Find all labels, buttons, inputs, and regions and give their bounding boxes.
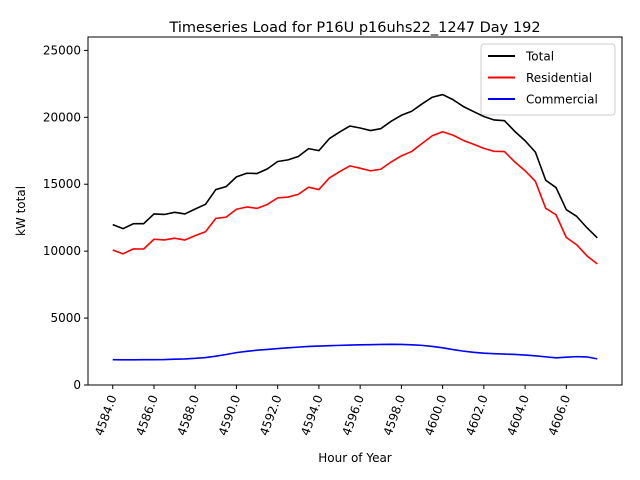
y-tick-label: 5000 [50, 311, 81, 325]
legend: Total Residential Commercial [480, 43, 616, 116]
plot-area [112, 93, 598, 361]
y-axis-label: kW total [14, 186, 28, 236]
series-line-total [112, 93, 598, 239]
series-line-residential [112, 130, 598, 265]
y-axis: 0 5000 10000 15000 20000 25000 [43, 43, 88, 392]
y-tick-label: 10000 [43, 244, 81, 258]
y-tick-label: 25000 [43, 43, 81, 57]
chart-title: Timeseries Load for P16U p16uhs22_1247 D… [168, 20, 540, 36]
y-tick-label: 20000 [43, 110, 81, 124]
series-line-commercial [112, 343, 598, 361]
legend-label-residential: Residential [526, 71, 592, 85]
x-axis-label: Hour of Year [318, 451, 392, 465]
y-tick-label: 0 [73, 378, 81, 392]
legend-box [480, 43, 616, 116]
legend-label-total: Total [525, 50, 554, 64]
legend-label-commercial: Commercial [526, 93, 598, 107]
y-tick-label: 15000 [43, 177, 81, 191]
axes-frame [87, 36, 623, 386]
